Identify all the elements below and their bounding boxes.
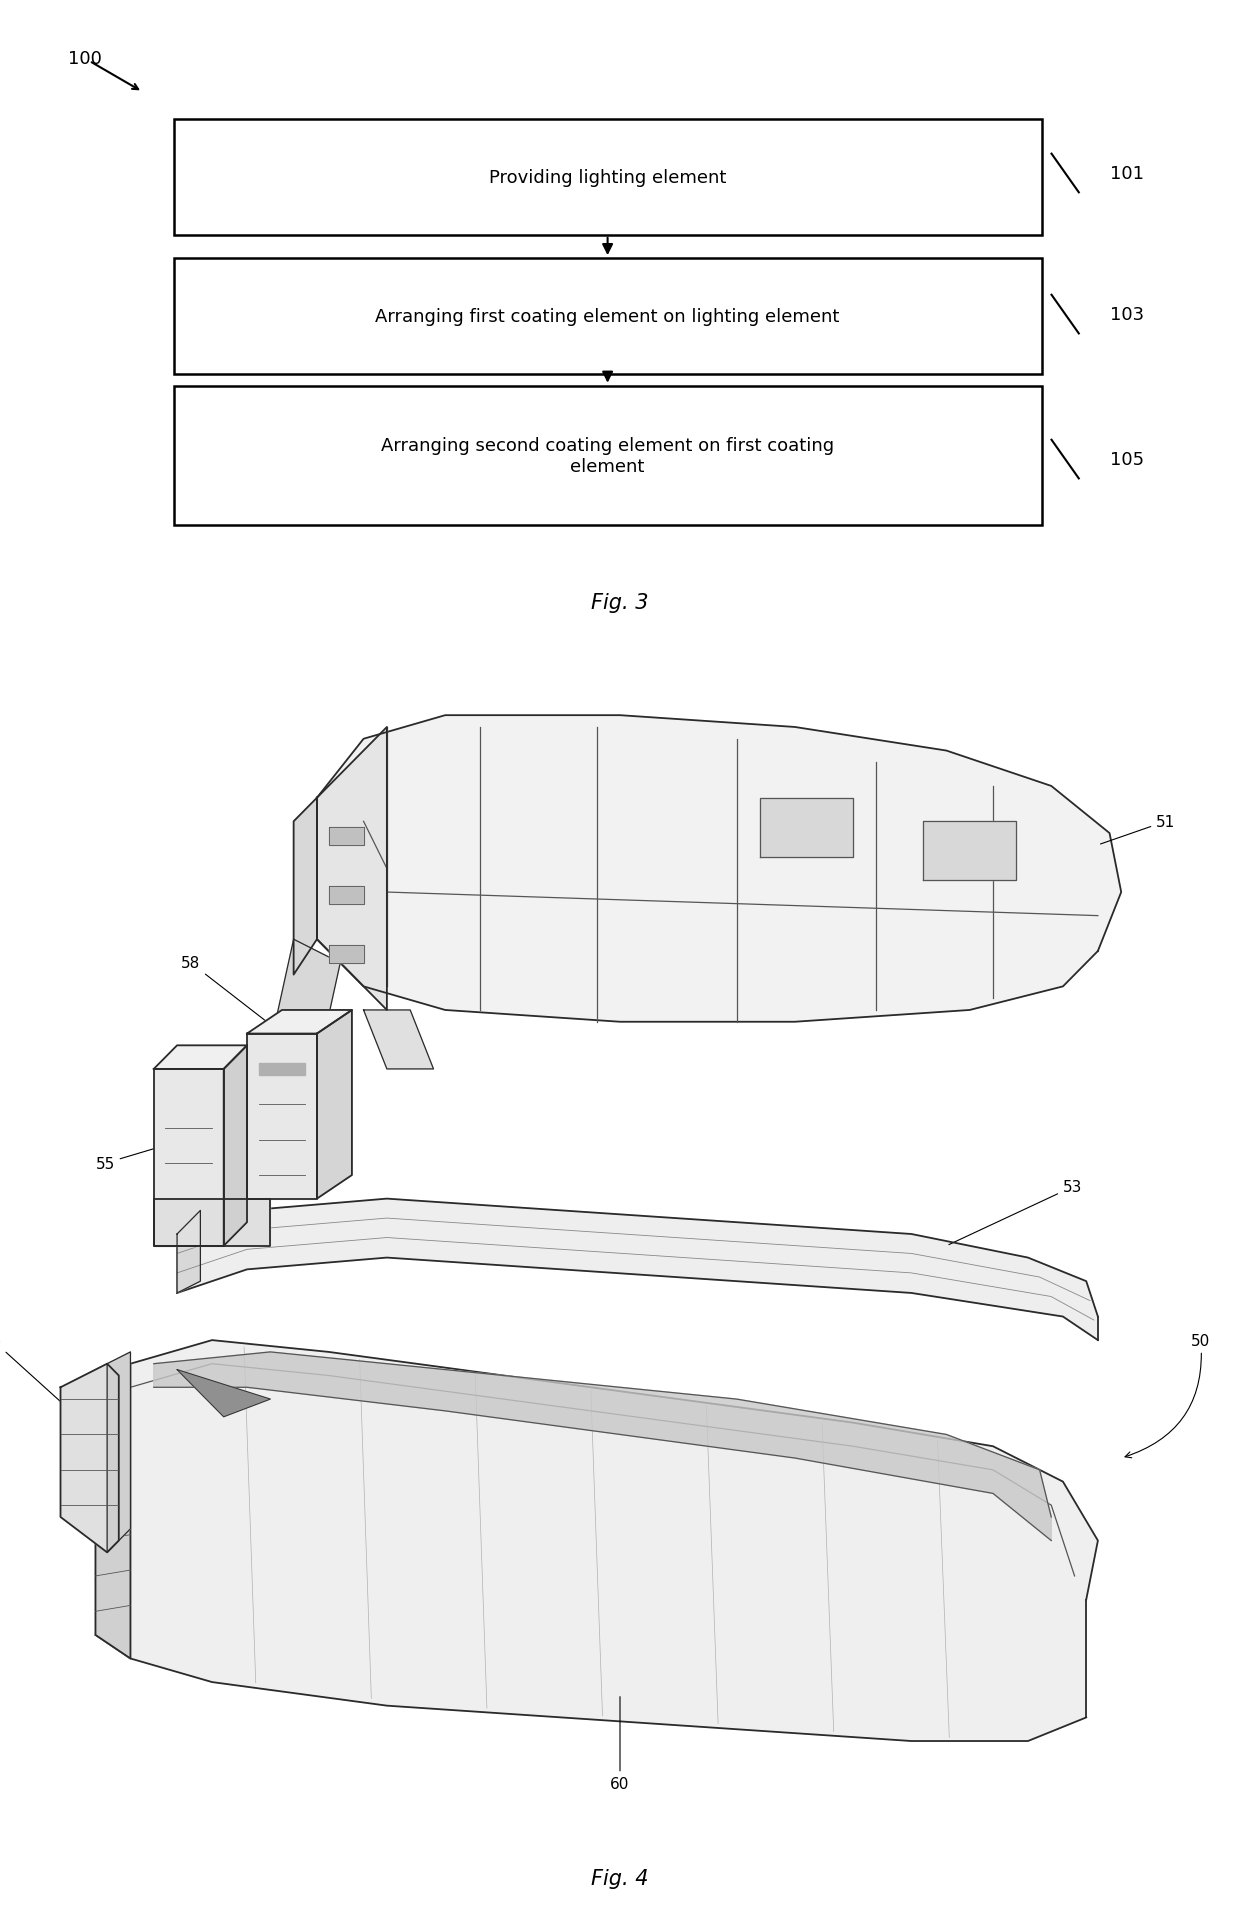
Polygon shape [247, 1010, 352, 1034]
Polygon shape [923, 821, 1017, 881]
Polygon shape [154, 1352, 1052, 1542]
Text: Providing lighting element: Providing lighting element [489, 168, 727, 187]
FancyBboxPatch shape [174, 386, 1042, 526]
Polygon shape [317, 728, 387, 1010]
Text: 55: 55 [95, 1128, 219, 1171]
Text: 51: 51 [1101, 815, 1176, 844]
Text: Arranging first coating element on lighting element: Arranging first coating element on light… [376, 307, 839, 327]
Text: 60: 60 [610, 1696, 630, 1791]
Polygon shape [95, 1364, 130, 1658]
Polygon shape [154, 1200, 270, 1246]
Polygon shape [294, 798, 317, 976]
Polygon shape [154, 1045, 247, 1068]
Polygon shape [177, 1370, 270, 1416]
Polygon shape [61, 1364, 119, 1553]
Polygon shape [223, 1045, 247, 1246]
Text: Arranging second coating element on first coating
element: Arranging second coating element on firs… [381, 437, 835, 475]
Text: 58: 58 [181, 956, 280, 1032]
Polygon shape [317, 715, 1121, 1022]
Text: Fig. 4: Fig. 4 [591, 1868, 649, 1888]
Polygon shape [270, 939, 340, 1068]
Polygon shape [95, 1341, 1097, 1741]
Text: 100: 100 [68, 50, 102, 68]
Polygon shape [329, 945, 363, 964]
Polygon shape [363, 1010, 434, 1068]
Polygon shape [760, 798, 853, 858]
Polygon shape [107, 1352, 130, 1553]
Polygon shape [177, 1200, 1097, 1341]
Text: 65: 65 [0, 1333, 82, 1422]
Polygon shape [177, 1211, 201, 1293]
Polygon shape [329, 887, 363, 904]
Polygon shape [317, 1010, 352, 1200]
Text: Fig. 3: Fig. 3 [591, 593, 649, 612]
Polygon shape [247, 1034, 317, 1200]
Text: 105: 105 [1110, 450, 1145, 469]
Text: 50: 50 [1125, 1333, 1210, 1459]
FancyBboxPatch shape [174, 259, 1042, 375]
FancyBboxPatch shape [174, 120, 1042, 236]
Text: 53: 53 [949, 1180, 1083, 1244]
Text: 103: 103 [1110, 305, 1145, 325]
Polygon shape [329, 827, 363, 846]
Text: 101: 101 [1110, 164, 1143, 184]
Polygon shape [259, 1063, 305, 1076]
Polygon shape [154, 1068, 223, 1246]
